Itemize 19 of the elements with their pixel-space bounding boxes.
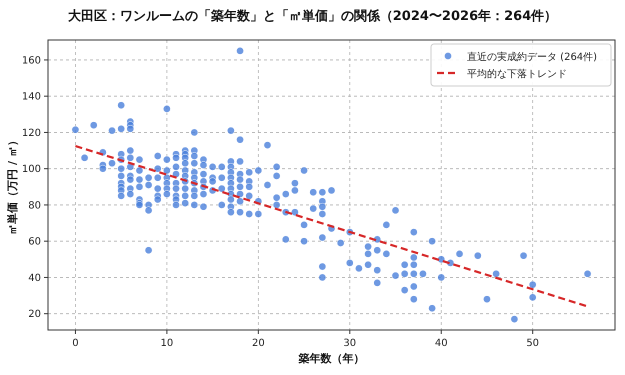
y-tick-label: 40: [28, 272, 41, 284]
x-tick-label: 30: [343, 338, 356, 349]
y-tick-label: 120: [22, 128, 41, 139]
legend-label: 平均的な下落トレンド: [467, 68, 567, 80]
x-tick-label: 10: [160, 338, 174, 349]
y-axis-title: ㎡単価（万円 / ㎡）: [6, 135, 19, 235]
y-tick-label: 60: [28, 236, 41, 248]
y-tick-label: 160: [22, 55, 41, 66]
y-tick-label: 140: [22, 92, 41, 103]
y-tick-label: 20: [28, 309, 41, 320]
y-tick-label: 100: [22, 164, 41, 176]
x-tick-label: 50: [526, 338, 540, 349]
chart-title: 大田区：ワンルームの「築年数」と「㎡単価」の関係（2024〜2026年：264件）: [68, 9, 558, 24]
x-tick-label: 20: [252, 338, 265, 349]
y-tick-label: 80: [28, 200, 41, 212]
x-axis-title: 築年数（年）: [298, 352, 364, 365]
legend-label: 直近の実成約データ (264件): [467, 51, 598, 63]
x-tick-label: 40: [434, 338, 448, 349]
x-tick-label: 0: [72, 338, 79, 349]
